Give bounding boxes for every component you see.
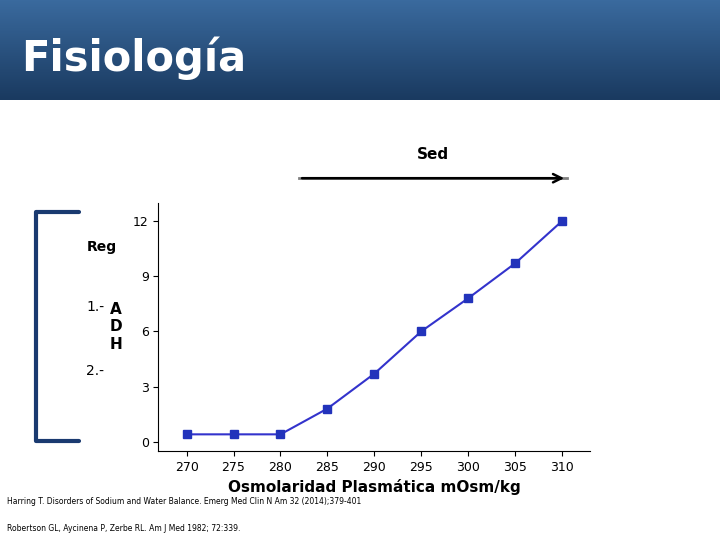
X-axis label: Osmolaridad Plasmática mOsm/kg: Osmolaridad Plasmática mOsm/kg (228, 479, 521, 495)
Y-axis label: A
D
H: A D H (110, 302, 122, 352)
Text: Harring T. Disorders of Sodium and Water Balance. Emerg Med Clin N Am 32 (2014);: Harring T. Disorders of Sodium and Water… (7, 497, 361, 506)
Text: Osmolaridad normal: 275-295 mOsm/L H2O: Osmolaridad normal: 275-295 mOsm/L H2O (18, 121, 560, 141)
Text: 1.-: 1.- (86, 300, 104, 314)
Text: Sed: Sed (417, 147, 449, 162)
Text: Reg: Reg (86, 240, 117, 254)
Text: Robertson GL, Aycinena P, Zerbe RL. Am J Med 1982; 72:339.: Robertson GL, Aycinena P, Zerbe RL. Am J… (7, 524, 240, 533)
Text: 2.-: 2.- (86, 364, 104, 379)
Text: Fisiología: Fisiología (22, 36, 247, 80)
